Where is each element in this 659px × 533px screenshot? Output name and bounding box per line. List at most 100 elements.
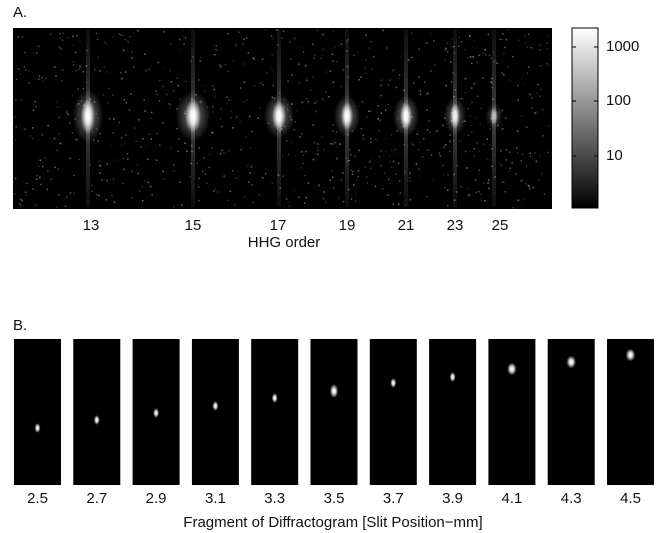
noise (483, 182, 486, 184)
noise (220, 125, 223, 128)
noise (391, 149, 393, 152)
noise (529, 93, 531, 96)
noise (499, 38, 501, 40)
noise (121, 77, 123, 80)
noise (461, 97, 463, 100)
noise (37, 78, 40, 80)
noise (312, 158, 315, 161)
noise (334, 46, 336, 49)
harmonic-spot (272, 101, 286, 131)
noise (35, 105, 37, 108)
noise (184, 80, 186, 83)
frame (369, 339, 417, 485)
noise (314, 153, 317, 156)
noise (27, 82, 30, 84)
noise (198, 199, 200, 202)
noise (389, 182, 392, 185)
noise (124, 71, 127, 73)
noise (478, 169, 480, 172)
noise (76, 140, 79, 143)
noise (358, 149, 360, 152)
noise (236, 115, 238, 118)
noise (354, 200, 357, 202)
noise (282, 30, 285, 33)
noise (246, 99, 249, 101)
noise (75, 138, 77, 141)
noise (489, 128, 491, 130)
noise (89, 164, 92, 166)
noise (508, 170, 510, 173)
noise (200, 85, 203, 87)
noise (69, 157, 71, 160)
noise (136, 163, 139, 166)
noise (228, 99, 230, 101)
noise (313, 54, 316, 56)
noise (302, 51, 305, 53)
noise (479, 123, 481, 126)
noise (511, 55, 514, 58)
noise (93, 142, 96, 145)
noise (67, 36, 70, 39)
noise (230, 110, 232, 112)
noise (72, 44, 74, 46)
noise (148, 68, 150, 71)
noise (58, 132, 61, 135)
noise (447, 189, 449, 191)
noise (355, 193, 357, 195)
noise (372, 56, 375, 58)
noise (307, 182, 310, 184)
noise (145, 145, 148, 148)
noise (383, 172, 386, 175)
noise (416, 133, 419, 135)
noise (34, 78, 37, 81)
noise (500, 181, 503, 184)
frame-label: 3.3 (264, 490, 285, 507)
noise (270, 66, 273, 69)
noise (508, 79, 511, 82)
noise (64, 205, 67, 208)
noise (424, 81, 426, 83)
x-axis-label: Fragment of Diffractogram [Slit Position… (183, 514, 482, 531)
frame-label: 2.5 (27, 490, 48, 507)
noise (526, 46, 529, 49)
noise (537, 83, 539, 86)
noise (20, 198, 22, 201)
noise (234, 43, 237, 45)
noise (47, 170, 49, 172)
noise (168, 103, 170, 105)
noise (426, 42, 428, 44)
noise (122, 34, 124, 37)
noise (61, 80, 63, 82)
noise (112, 182, 114, 184)
noise (177, 150, 179, 152)
noise (317, 153, 319, 156)
noise (368, 110, 370, 112)
noise (362, 134, 365, 137)
noise (97, 56, 99, 58)
noise (535, 95, 537, 98)
noise (350, 169, 353, 171)
noise (467, 56, 469, 59)
noise (360, 76, 362, 78)
fragment-spot (271, 393, 278, 403)
noise (121, 137, 123, 139)
noise (85, 81, 87, 83)
noise (105, 71, 108, 73)
noise (143, 53, 146, 56)
noise (66, 111, 68, 113)
noise (366, 182, 369, 184)
noise (467, 107, 470, 110)
noise (36, 174, 38, 177)
noise (166, 93, 168, 96)
noise (57, 46, 60, 49)
noise (501, 128, 504, 130)
noise (322, 48, 325, 51)
noise (130, 93, 132, 96)
noise (147, 181, 150, 184)
frame (191, 339, 239, 485)
noise (365, 176, 368, 178)
noise (247, 52, 250, 54)
frame (73, 339, 121, 485)
noise (212, 105, 214, 108)
noise (384, 137, 387, 140)
